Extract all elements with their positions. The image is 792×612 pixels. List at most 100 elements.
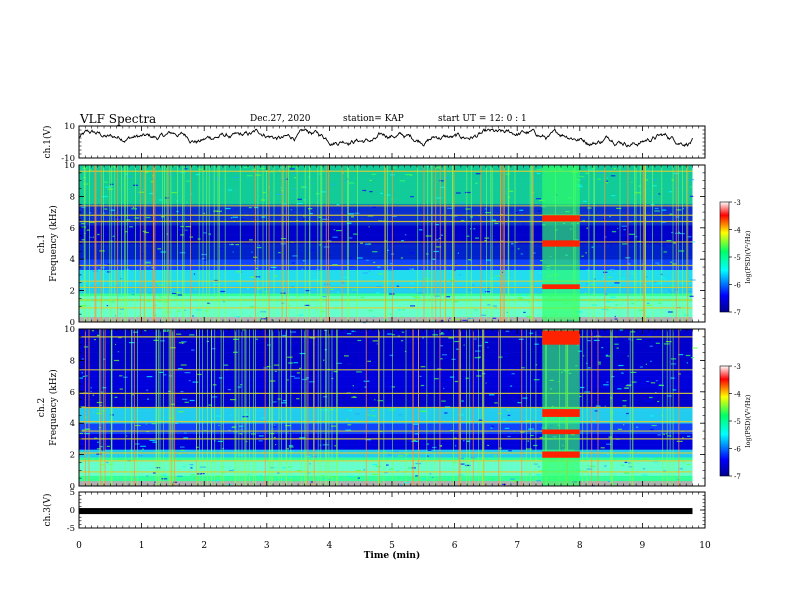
spectrum-speckle (368, 226, 370, 228)
spectrum-speckle (413, 296, 417, 298)
spectrum-speckle (612, 483, 618, 485)
spectrum-speckle (195, 309, 202, 311)
spectrum-speckle (232, 216, 238, 218)
spectrum-speckle (389, 354, 393, 356)
spectrum-speckle (389, 403, 393, 405)
spectrum-speckle (213, 279, 219, 282)
spectrum-speckle (348, 213, 354, 215)
spectrum-speckle (459, 274, 461, 276)
spectrum-speckle (322, 296, 327, 298)
y-tick-label: 2 (70, 451, 75, 461)
spectrum-speckle (485, 291, 490, 293)
spectrum-speckle (376, 343, 378, 345)
spectrum-speckle (106, 445, 110, 447)
spectrum-speckle (592, 316, 594, 318)
spectrum-speckle (387, 454, 393, 456)
spectrum-speckle (278, 252, 281, 254)
spectrum-speckle (506, 276, 509, 279)
spectrum-row (79, 370, 693, 374)
spectrum-speckle (454, 340, 460, 343)
spectrum-speckle (686, 463, 691, 466)
spectrum-speckle (259, 167, 266, 169)
spectrum-speckle (651, 424, 657, 427)
spectrum-speckle (348, 182, 355, 184)
y-tick-label: 0 (70, 318, 75, 328)
spectrum-row (79, 410, 693, 414)
spectrum-speckle (182, 398, 188, 400)
spectrum-speckle (399, 180, 405, 182)
spectrum-speckle (502, 418, 506, 421)
spectrum-speckle (467, 259, 471, 261)
spectrum-speckle (386, 194, 391, 196)
spectrum-speckle (427, 234, 431, 236)
spectrum-speckle (510, 478, 515, 480)
spectrum-speckle (404, 350, 407, 353)
y-tick-label: -5 (67, 524, 75, 534)
spectrum-speckle (351, 396, 357, 398)
spectrum-speckle (627, 263, 631, 265)
spectrum-speckle (99, 250, 105, 252)
spectrum-speckle (301, 268, 304, 270)
spectrum-speckle (85, 441, 88, 443)
spectrum-speckle (290, 451, 293, 453)
spectrum-speckle (579, 395, 582, 397)
time-axis: 0 1 2 3 4 5 6 7 8 9 10 Time (min) (76, 541, 711, 561)
spectrum-speckle (322, 475, 325, 477)
spectrum-speckle (322, 396, 328, 398)
spectrum-speckle (228, 470, 234, 472)
spectrum-row (79, 475, 693, 479)
spectrum-speckle (288, 362, 292, 364)
spectrum-row (79, 389, 693, 393)
spectrum-speckle (455, 192, 461, 194)
spectrum-speckle (651, 196, 656, 198)
spectrum-speckle (528, 182, 534, 184)
burst-red-band (542, 330, 580, 345)
spectrum-speckle (367, 360, 371, 362)
spectrum-speckle (232, 251, 234, 253)
spectrum-speckle (638, 185, 642, 187)
spectrum-speckle (408, 477, 413, 479)
spectrum-speckle (183, 465, 186, 467)
spectrum-row (79, 378, 693, 382)
spectrum-speckle (114, 396, 118, 398)
spectrum-speckle (601, 278, 605, 280)
spectrum-speckle (412, 439, 416, 441)
spectrum-speckle (625, 385, 632, 387)
spectrum-speckle (155, 195, 157, 197)
spectrum-speckle (443, 357, 449, 359)
spectrum-speckle (642, 283, 645, 285)
burst-red-band (542, 429, 580, 435)
spectrum-speckle (655, 380, 658, 382)
spectrum-speckle (239, 433, 243, 435)
spectrum-speckle (527, 440, 530, 442)
spectrum-speckle (686, 362, 688, 364)
spectrum-speckle (147, 398, 149, 400)
spectrum-speckle (163, 374, 167, 376)
spectrum-speckle (667, 311, 674, 313)
spectrum-speckle (299, 437, 305, 439)
spectrum-speckle (79, 305, 86, 307)
spectrogram-channel-label: ch.1 (37, 234, 47, 253)
spectrum-speckle (627, 355, 629, 357)
spectrum-speckle (427, 449, 432, 451)
spectrum-speckle (447, 436, 452, 438)
spectrum-speckle (261, 417, 266, 419)
spectrum-speckle (511, 243, 514, 245)
spectrum-speckle (382, 282, 386, 284)
spectrum-speckle (439, 180, 444, 182)
spectrum-row (79, 446, 693, 450)
spectrum-speckle (391, 451, 396, 453)
spectrum-speckle (352, 385, 354, 387)
spectrum-speckle (118, 458, 124, 460)
spectrum-speckle (100, 446, 103, 448)
spectrum-speckle (271, 319, 273, 321)
spectrum-speckle (647, 334, 651, 336)
spectrum-speckle (113, 359, 120, 362)
spectrum-speckle (328, 478, 331, 481)
spectrum-speckle (388, 409, 395, 411)
spectrum-speckle (247, 474, 250, 476)
spectrum-speckle (331, 425, 337, 427)
spectrum-speckle (367, 414, 370, 416)
spectrum-speckle (588, 169, 594, 171)
x-tick-label: 7 (514, 541, 520, 551)
